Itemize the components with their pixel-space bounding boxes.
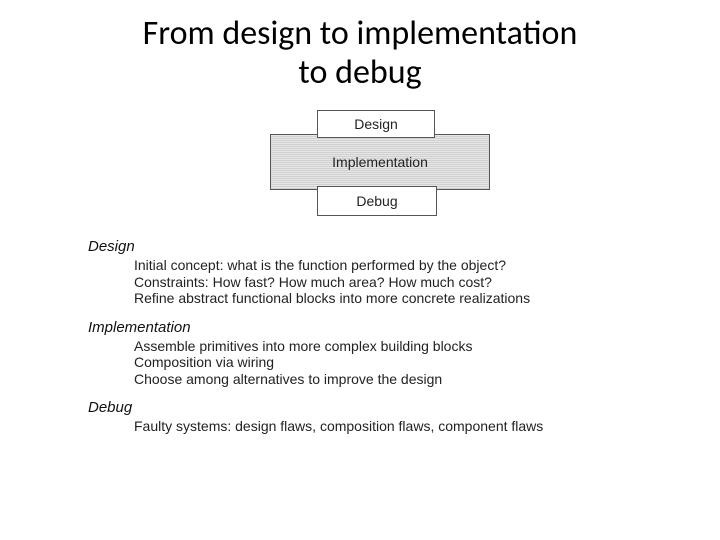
diagram-label-debug: Debug bbox=[356, 193, 397, 209]
section-heading-implementation: Implementation bbox=[88, 319, 720, 336]
debug-line-1: Faulty systems: design flaws, compositio… bbox=[134, 418, 720, 435]
section-design: Design Initial concept: what is the func… bbox=[88, 238, 720, 307]
title-line-2: to debug bbox=[298, 52, 421, 93]
implementation-line-1: Assemble primitives into more complex bu… bbox=[134, 338, 720, 355]
title-line-1: From design to implementation bbox=[143, 13, 578, 54]
layered-diagram: Implementation Design Debug bbox=[190, 110, 530, 226]
section-heading-design: Design bbox=[88, 238, 720, 255]
section-body-design: Initial concept: what is the function pe… bbox=[134, 257, 720, 307]
diagram-box-debug: Debug bbox=[317, 186, 437, 216]
section-body-implementation: Assemble primitives into more complex bu… bbox=[134, 338, 720, 388]
diagram-box-implementation: Implementation bbox=[270, 134, 490, 190]
diagram-box-design: Design bbox=[317, 110, 435, 138]
section-implementation: Implementation Assemble primitives into … bbox=[88, 319, 720, 388]
section-debug: Debug Faulty systems: design flaws, comp… bbox=[88, 399, 720, 435]
slide-title: From design to implementation to debug bbox=[0, 0, 720, 92]
design-line-2: Constraints: How fast? How much area? Ho… bbox=[134, 274, 720, 291]
implementation-line-2: Composition via wiring bbox=[134, 354, 720, 371]
diagram-label-implementation: Implementation bbox=[332, 154, 428, 170]
section-heading-debug: Debug bbox=[88, 399, 720, 416]
design-line-3: Refine abstract functional blocks into m… bbox=[134, 290, 720, 307]
diagram-label-design: Design bbox=[354, 116, 398, 132]
design-line-1: Initial concept: what is the function pe… bbox=[134, 257, 720, 274]
section-body-debug: Faulty systems: design flaws, compositio… bbox=[134, 418, 720, 435]
implementation-line-3: Choose among alternatives to improve the… bbox=[134, 371, 720, 388]
